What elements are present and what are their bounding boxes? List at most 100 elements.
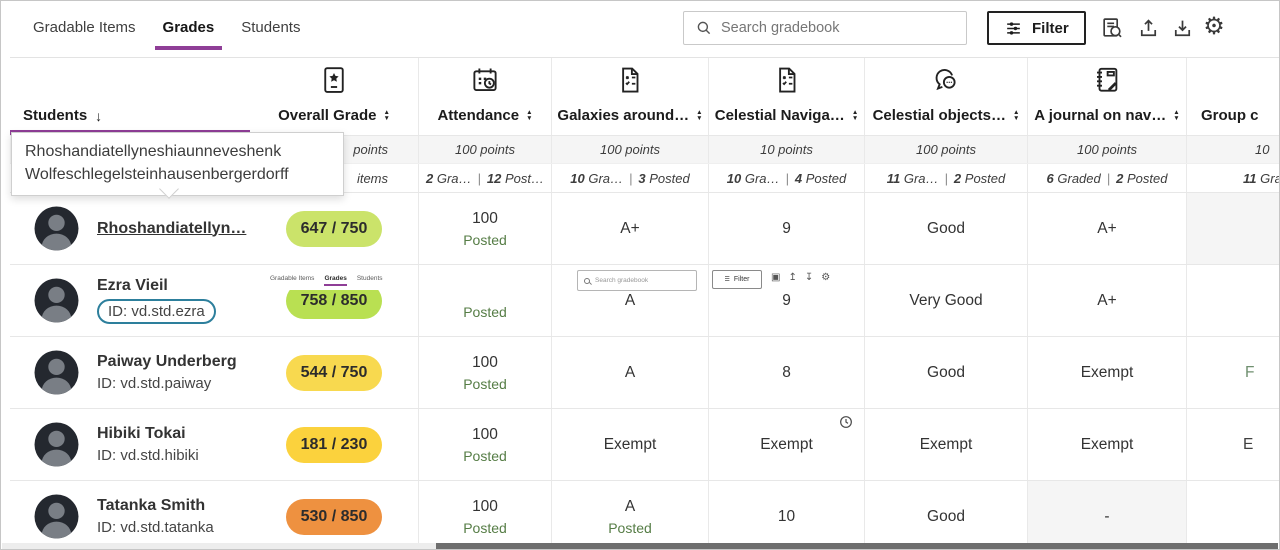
sort-icon: ▲ ▼	[383, 109, 390, 122]
grade-cell-galaxies[interactable]: A Posted	[551, 481, 708, 549]
grade-cell-celestial-obj[interactable]: Good	[864, 481, 1027, 549]
overall-points: points	[353, 142, 388, 157]
grade-cell-journal[interactable]: A+	[1027, 265, 1186, 336]
student-name-link[interactable]: Ezra Vieil	[97, 277, 168, 294]
student-name-link[interactable]: Tatanka Smith	[97, 497, 206, 514]
student-name-link[interactable]: Hibiki Tokai	[97, 425, 186, 442]
horizontal-scrollbar-track[interactable]	[2, 543, 1278, 549]
filter-button[interactable]: Filter	[987, 11, 1086, 45]
horizontal-scrollbar-thumb[interactable]	[436, 543, 1278, 549]
grade-cell-attendance[interactable]: Posted	[418, 265, 551, 336]
review-search-button[interactable]	[1099, 15, 1125, 41]
grade-cell-group[interactable]: F	[1186, 337, 1279, 408]
grade-cell-galaxies[interactable]: A	[551, 265, 708, 336]
grade-cell-group[interactable]: E	[1186, 409, 1279, 480]
column-header-galaxies[interactable]: Galaxies around… ▲ ▼	[551, 58, 708, 135]
grade-cell-group[interactable]	[1186, 265, 1279, 336]
sort-icon: ▲ ▼	[526, 109, 533, 122]
grade-cell-celestial-obj[interactable]: Good	[864, 193, 1027, 264]
download-button[interactable]	[1169, 15, 1195, 41]
grade-cell-celestial-obj[interactable]: Very Good	[864, 265, 1027, 336]
overall-grade-pill[interactable]: 544 / 750	[285, 354, 383, 391]
grade-cell-celestial-nav[interactable]: 9	[708, 265, 864, 336]
grade-cell-attendance[interactable]: 100 Posted	[418, 193, 551, 264]
student-name-link[interactable]: Rhoshandiatellyn…	[97, 219, 247, 237]
download-icon	[1171, 17, 1194, 40]
avatar	[34, 494, 79, 539]
grade-cell-attendance[interactable]: 100 Posted	[418, 337, 551, 408]
column-header-attendance[interactable]: Attendance ▲ ▼	[418, 58, 551, 135]
grade-cell-celestial-nav[interactable]: 9	[708, 193, 864, 264]
student-cell: Rhoshandiatellyn…	[10, 193, 250, 264]
grade-cell-attendance[interactable]: 100 Posted	[418, 481, 551, 549]
student-full-name-tooltip: Rhoshandiatellyneshiaunneveshenk Wolfesc…	[11, 132, 344, 197]
overall-grade-medal-icon	[319, 65, 349, 100]
grade-cell-celestial-obj[interactable]: Exempt	[864, 409, 1027, 480]
avatar	[34, 422, 79, 467]
celestial-obj-points: 100 points	[864, 136, 1027, 163]
column-header-journal[interactable]: A journal on nav… ▲ ▼	[1027, 58, 1186, 135]
overall-grade-pill[interactable]: 530 / 850	[285, 498, 383, 535]
grade-cell-galaxies[interactable]: A+	[551, 193, 708, 264]
gradebook-grid: Students ↓ Overall Grade ▲ ▼ Attendance ▲ ▼	[10, 57, 1279, 549]
student-row: Rhoshandiatellyn… 647 / 750 100 Posted A…	[10, 192, 1279, 264]
grade-cell-galaxies[interactable]: A	[551, 337, 708, 408]
grade-cell-journal[interactable]: Exempt	[1027, 337, 1186, 408]
overall-grade-pill[interactable]: 647 / 750	[285, 210, 383, 247]
student-id: ID: vd.std.paiway	[97, 375, 212, 392]
pending-clock-icon	[838, 414, 854, 435]
column-header-overall-grade[interactable]: Overall Grade ▲ ▼	[250, 58, 418, 135]
gradebook-tabs: Gradable Items Grades Students	[33, 19, 300, 50]
grid-header-row: Students ↓ Overall Grade ▲ ▼ Attendance ▲ ▼	[10, 58, 1279, 135]
column-header-celestial-objects[interactable]: Celestial objects… ▲ ▼	[864, 58, 1027, 135]
search-input[interactable]	[721, 20, 966, 36]
download-icon: ↧	[804, 272, 814, 283]
tab-grades[interactable]: Grades	[154, 19, 223, 50]
filter-icon: ☰	[724, 277, 730, 283]
overall-grade-pill[interactable]: 181 / 230	[285, 426, 383, 463]
sort-icon: ▲ ▼	[851, 109, 859, 122]
grade-cell-journal[interactable]: -	[1027, 481, 1186, 549]
tab-gradable-items[interactable]: Gradable Items	[33, 19, 136, 36]
student-id: ID: vd.std.hibiki	[97, 447, 199, 464]
student-cell: Ezra Vieil ID: vd.std.ezra	[10, 265, 250, 336]
grade-cell-group[interactable]	[1186, 481, 1279, 549]
ghost-mini-tabs: Gradable Items Grades Students	[263, 272, 390, 290]
test-document-icon	[772, 65, 802, 100]
discussion-bubble-icon	[931, 65, 961, 100]
upload-icon	[1137, 17, 1160, 40]
gradebook-toolbar: Gradable Items Grades Students Filter	[1, 1, 1279, 57]
overall-grade-cell: 181 / 230	[250, 409, 418, 480]
grade-cell-group[interactable]	[1186, 193, 1279, 264]
column-header-group[interactable]: Group c	[1186, 58, 1279, 135]
gear-icon: ⚙	[821, 272, 831, 283]
grade-cell-galaxies[interactable]: Exempt	[551, 409, 708, 480]
tab-students[interactable]: Students	[241, 19, 301, 36]
student-id-focused[interactable]: ID: vd.std.ezra	[97, 299, 216, 324]
settings-button[interactable]: ⚙	[1201, 14, 1227, 40]
grade-cell-celestial-nav[interactable]: Exempt	[708, 409, 864, 480]
upload-icon: ↥	[788, 272, 797, 283]
overall-grade-cell: 544 / 750	[250, 337, 418, 408]
journal-icon	[1092, 65, 1122, 100]
grade-cell-celestial-nav[interactable]: 10	[708, 481, 864, 549]
student-name-link[interactable]: Paiway Underberg	[97, 353, 237, 370]
search-box[interactable]	[683, 11, 967, 45]
students-header-label: Students	[23, 107, 88, 124]
student-row: Tatanka Smith ID: vd.std.tatanka 530 / 8…	[10, 480, 1279, 549]
upload-button[interactable]	[1135, 15, 1161, 41]
grade-cell-attendance[interactable]: 100 Posted	[418, 409, 551, 480]
column-header-celestial-navigation[interactable]: Celestial Naviga… ▲ ▼	[708, 58, 864, 135]
grade-cell-celestial-nav[interactable]: 8	[708, 337, 864, 408]
student-cell: Paiway Underberg ID: vd.std.paiway	[10, 337, 250, 408]
grade-cell-journal[interactable]: Exempt	[1027, 409, 1186, 480]
overall-grade-cell: 530 / 850	[250, 481, 418, 549]
attendance-counts: 2 Gra… | 12 Post…	[418, 164, 551, 192]
grade-cell-journal[interactable]: A+	[1027, 193, 1186, 264]
student-id: ID: vd.std.tatanka	[97, 519, 214, 536]
search-icon	[695, 19, 713, 37]
column-header-students[interactable]: Students ↓	[10, 58, 250, 135]
attendance-calendar-icon	[470, 65, 500, 100]
grade-cell-celestial-obj[interactable]: Good	[864, 337, 1027, 408]
